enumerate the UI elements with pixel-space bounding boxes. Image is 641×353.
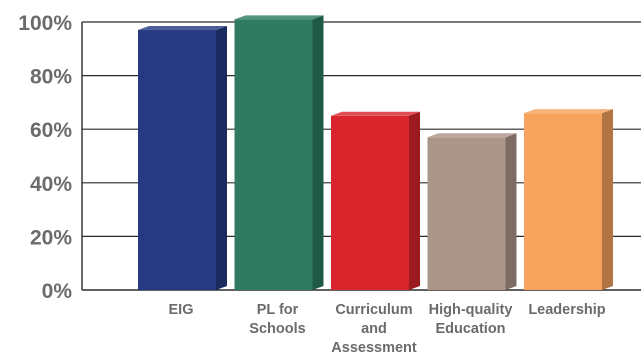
bar (427, 133, 517, 290)
bar-front (331, 115, 409, 290)
bar-side (505, 133, 517, 290)
bar-top (234, 15, 324, 20)
y-tick-label: 20% (30, 226, 72, 249)
bar (234, 15, 324, 290)
y-tick-label: 80% (30, 66, 72, 89)
bar-side (602, 109, 613, 291)
bar-front (524, 113, 602, 291)
y-tick-label: 100% (18, 12, 72, 35)
x-tick-label: Curriculum and Assessment (331, 302, 417, 353)
bar-front (138, 30, 216, 290)
bar-top (331, 111, 420, 116)
x-tick-label: High-quality Education (429, 302, 513, 337)
x-axis-labels: EIG PL for Schools Curriculum and Assessment H… (169, 302, 606, 353)
bar-top (524, 109, 613, 114)
bar-top (138, 26, 227, 31)
bar-side (409, 111, 420, 290)
y-tick-label: 0% (42, 280, 73, 303)
bars-layer (138, 15, 613, 291)
y-axis-ticks: 0% 20% 40% 60% 80% 100% (18, 12, 72, 303)
bar (138, 26, 227, 290)
bar-top (427, 133, 517, 138)
y-tick-label: 60% (30, 119, 72, 142)
x-tick-label: EIG (169, 302, 194, 318)
y-tick-label: 40% (30, 173, 72, 196)
bar-front (427, 137, 506, 290)
bar (524, 109, 613, 291)
bar-side (312, 15, 324, 290)
bar-front (234, 19, 313, 290)
bar-side (216, 26, 227, 290)
bar (331, 111, 420, 290)
x-tick-label: PL for Schools (249, 302, 305, 337)
x-tick-label: Leadership (528, 302, 605, 318)
